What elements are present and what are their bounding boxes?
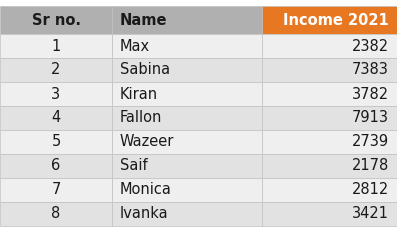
Bar: [112, 34, 262, 58]
Text: Wazeer: Wazeer: [120, 134, 174, 150]
Bar: [0, 82, 112, 106]
Bar: [262, 202, 397, 226]
Text: 3782: 3782: [352, 87, 389, 102]
Bar: [262, 154, 397, 178]
Text: 1: 1: [51, 39, 61, 53]
Bar: [0, 178, 112, 202]
Text: 2382: 2382: [352, 39, 389, 53]
Text: 5: 5: [51, 134, 61, 150]
Bar: [112, 130, 262, 154]
Bar: [112, 6, 262, 34]
Bar: [262, 178, 397, 202]
Text: Income 2021: Income 2021: [283, 12, 389, 28]
Text: 2: 2: [51, 62, 61, 78]
Text: 7: 7: [51, 183, 61, 197]
Text: Ivanka: Ivanka: [120, 206, 169, 222]
Bar: [0, 34, 112, 58]
Bar: [262, 106, 397, 130]
Text: Name: Name: [120, 12, 168, 28]
Bar: [112, 106, 262, 130]
Text: Kiran: Kiran: [120, 87, 158, 102]
Text: 8: 8: [51, 206, 61, 222]
Bar: [0, 154, 112, 178]
Bar: [0, 106, 112, 130]
Bar: [262, 82, 397, 106]
Text: 4: 4: [51, 111, 61, 125]
Text: Sr no.: Sr no.: [31, 12, 81, 28]
Text: Sabina: Sabina: [120, 62, 170, 78]
Bar: [112, 82, 262, 106]
Text: 7913: 7913: [352, 111, 389, 125]
Bar: [112, 154, 262, 178]
Text: Fallon: Fallon: [120, 111, 162, 125]
Text: 3421: 3421: [352, 206, 389, 222]
Text: 7383: 7383: [352, 62, 389, 78]
Bar: [0, 58, 112, 82]
Text: 2739: 2739: [352, 134, 389, 150]
Text: 2812: 2812: [352, 183, 389, 197]
Bar: [112, 178, 262, 202]
Bar: [0, 6, 112, 34]
Bar: [262, 6, 397, 34]
Bar: [262, 34, 397, 58]
Bar: [0, 130, 112, 154]
Text: Saif: Saif: [120, 159, 148, 173]
Text: 2178: 2178: [352, 159, 389, 173]
Bar: [112, 202, 262, 226]
Bar: [112, 58, 262, 82]
Bar: [262, 130, 397, 154]
Text: 6: 6: [51, 159, 61, 173]
Bar: [0, 202, 112, 226]
Bar: [262, 58, 397, 82]
Text: Monica: Monica: [120, 183, 172, 197]
Text: 3: 3: [52, 87, 61, 102]
Text: Max: Max: [120, 39, 150, 53]
